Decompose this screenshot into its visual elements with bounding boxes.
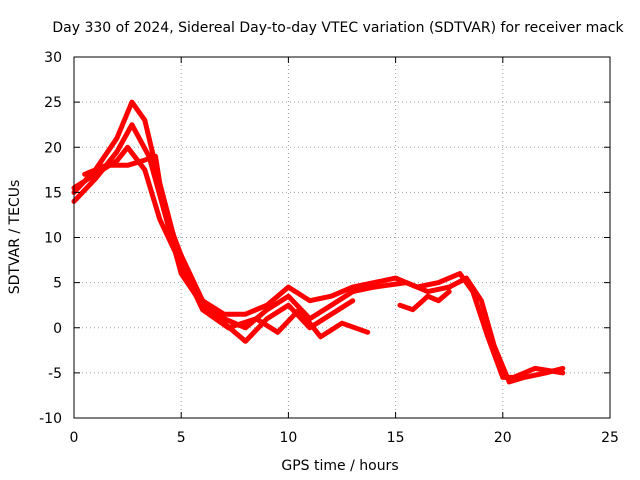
- data-series: [71, 99, 566, 385]
- x-axis-label: GPS time / hours: [281, 458, 398, 474]
- x-tick-label: 15: [387, 430, 405, 446]
- x-axis-ticks: 0 5 10 15 20 25: [70, 57, 619, 446]
- x-tick-label: 0: [70, 430, 79, 446]
- y-axis-ticks: -10 -5 0 5 10 15 20 25 30: [39, 50, 610, 427]
- y-tick-label: 5: [53, 276, 62, 292]
- chart-title: Day 330 of 2024, Sidereal Day-to-day VTE…: [52, 20, 624, 36]
- x-tick-label: 20: [494, 430, 512, 446]
- x-tick-label: 10: [279, 430, 297, 446]
- series-line-track-4: [82, 153, 356, 344]
- series-line-track-2: [71, 122, 566, 385]
- x-tick-label: 25: [601, 430, 619, 446]
- y-tick-label: -10: [39, 411, 62, 427]
- series-line-track-5: [397, 289, 452, 313]
- y-tick-label: 15: [44, 185, 62, 201]
- series-line-track-1: [71, 99, 566, 380]
- y-tick-label: 25: [44, 95, 62, 111]
- y-tick-label: 30: [44, 50, 62, 66]
- y-tick-label: -5: [48, 366, 62, 382]
- x-tick-label: 5: [177, 430, 186, 446]
- y-tick-label: 20: [44, 140, 62, 156]
- grid: [74, 57, 610, 418]
- y-tick-label: 10: [44, 231, 62, 247]
- y-tick-label: 0: [53, 321, 62, 337]
- y-axis-label: SDTVAR / TECUs: [7, 180, 23, 295]
